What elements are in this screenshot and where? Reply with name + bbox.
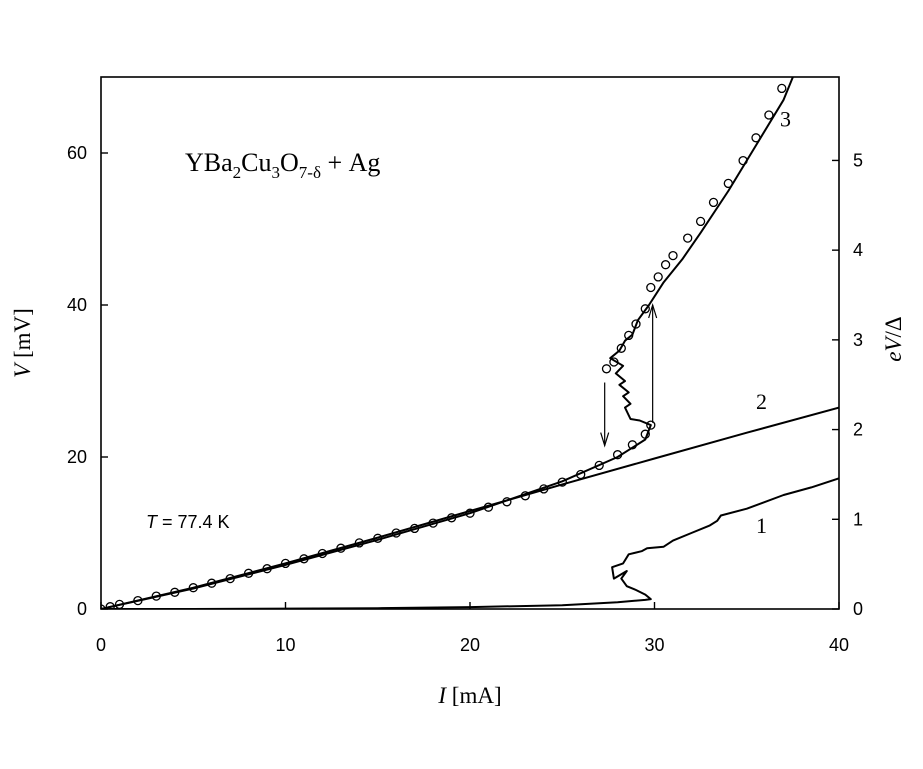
data-point — [609, 357, 619, 367]
data-point — [243, 568, 254, 578]
data-point — [640, 429, 650, 439]
data-point — [631, 319, 641, 329]
data-point — [751, 133, 761, 143]
data-point — [601, 364, 612, 374]
data-point — [708, 197, 719, 208]
data-point — [557, 477, 567, 487]
data-point — [502, 497, 512, 507]
data-point — [576, 469, 586, 480]
y2-axis-label: eV/Δ — [881, 316, 906, 361]
data-point — [520, 491, 530, 501]
data-point — [225, 573, 235, 584]
x-tick-label: 30 — [644, 635, 664, 655]
data-point — [409, 523, 420, 534]
data-point — [354, 538, 364, 548]
data-point — [683, 233, 693, 243]
data-point — [624, 330, 634, 341]
data-point — [428, 518, 438, 528]
data-point — [188, 583, 198, 593]
data-point — [280, 558, 291, 569]
data-point — [133, 595, 143, 606]
series-group — [101, 77, 839, 609]
y2-tick-label: 5 — [853, 150, 863, 170]
data-point — [723, 178, 733, 189]
data-point — [653, 272, 663, 282]
data-point — [627, 440, 638, 450]
data-point — [483, 502, 494, 512]
data-point — [612, 450, 623, 460]
y-tick-label: 40 — [67, 295, 87, 315]
x-tick-label: 20 — [460, 635, 480, 655]
data-point — [299, 554, 309, 564]
y-tick-label: 60 — [67, 143, 87, 163]
x-axis-label: I [mA] — [437, 683, 501, 708]
data-point — [391, 528, 401, 538]
y2-tick-label: 1 — [853, 509, 863, 529]
data-point — [695, 216, 706, 227]
data-point — [373, 533, 383, 543]
data-point — [777, 83, 787, 94]
arrows-group: 1 2 3 — [600, 106, 791, 538]
arrowhead — [600, 432, 610, 448]
data-point — [105, 602, 115, 609]
curve-label-1: 1 — [756, 513, 767, 538]
y2-tick-label: 2 — [853, 420, 863, 440]
data-point — [640, 304, 650, 314]
data-point — [262, 564, 272, 574]
series-line-2 — [101, 406, 839, 609]
data-point — [764, 110, 774, 120]
data-point — [170, 587, 180, 597]
data-point — [317, 548, 328, 559]
data-point — [336, 543, 346, 553]
data-point — [660, 260, 671, 270]
data-point — [668, 250, 678, 261]
y-tick-label: 0 — [77, 599, 87, 619]
data-point — [465, 508, 475, 518]
curve-label-3: 3 — [780, 106, 791, 131]
x-tick-label: 0 — [96, 635, 106, 655]
series-line-1 — [101, 477, 839, 609]
x-tick-label: 40 — [829, 635, 849, 655]
data-point — [738, 155, 748, 166]
y2-tick-label: 3 — [853, 330, 863, 350]
y-axis-label: V [mV] — [10, 308, 35, 378]
temperature-annotation: T = 77.4 K — [146, 512, 230, 532]
data-point — [646, 420, 656, 430]
data-point — [446, 513, 457, 523]
data-point — [594, 460, 604, 471]
y-tick-label: 20 — [67, 447, 87, 467]
data-point — [646, 282, 656, 293]
series-line-3 — [101, 77, 794, 609]
y2-tick-label: 4 — [853, 240, 863, 260]
formula-annotation: YBa2Cu3O7-δ + Ag — [185, 148, 380, 182]
arrowhead — [648, 302, 658, 319]
data-point — [151, 591, 161, 601]
data-point — [616, 343, 626, 353]
data-point — [114, 599, 125, 609]
curve-label-2: 2 — [756, 389, 767, 414]
x-tick-label: 10 — [275, 635, 295, 655]
data-point — [539, 484, 549, 494]
data-point — [207, 578, 217, 588]
y2-tick-label: 0 — [853, 599, 863, 619]
